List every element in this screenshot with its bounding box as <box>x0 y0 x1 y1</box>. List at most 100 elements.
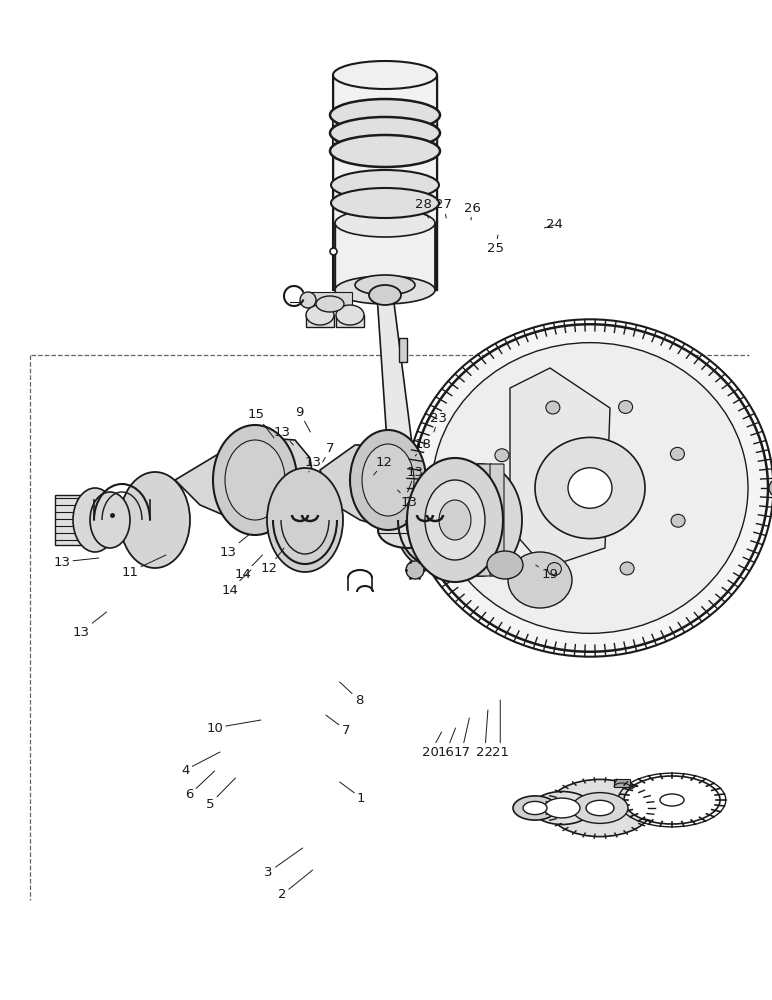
Ellipse shape <box>535 437 645 539</box>
Ellipse shape <box>523 801 547 815</box>
Ellipse shape <box>300 292 316 308</box>
Ellipse shape <box>624 776 720 824</box>
Text: 10: 10 <box>206 720 261 734</box>
Polygon shape <box>175 438 315 530</box>
Bar <box>306 315 334 327</box>
Text: 25: 25 <box>487 235 504 254</box>
Ellipse shape <box>546 401 560 414</box>
Text: 15: 15 <box>248 408 274 438</box>
Text: 23: 23 <box>430 412 447 432</box>
Text: 16: 16 <box>438 728 455 758</box>
Text: 13: 13 <box>304 456 321 472</box>
Polygon shape <box>320 445 430 530</box>
Text: 13: 13 <box>219 535 249 558</box>
Ellipse shape <box>333 61 437 89</box>
Text: 17: 17 <box>453 718 470 758</box>
Ellipse shape <box>331 188 439 218</box>
Text: 13: 13 <box>73 612 107 639</box>
Text: 5: 5 <box>205 778 235 810</box>
Ellipse shape <box>660 794 684 806</box>
Ellipse shape <box>378 512 438 548</box>
Text: 11: 11 <box>121 555 166 578</box>
Ellipse shape <box>547 563 561 575</box>
Ellipse shape <box>73 488 117 552</box>
Text: 9: 9 <box>296 406 310 432</box>
Ellipse shape <box>395 472 465 568</box>
Text: 21: 21 <box>492 700 509 758</box>
Text: 1: 1 <box>340 782 366 804</box>
Text: 27: 27 <box>435 198 452 218</box>
Ellipse shape <box>425 480 485 560</box>
Ellipse shape <box>495 449 509 462</box>
Ellipse shape <box>350 430 426 530</box>
Ellipse shape <box>432 343 748 633</box>
Ellipse shape <box>544 798 580 818</box>
Bar <box>335 223 435 290</box>
Ellipse shape <box>769 479 772 497</box>
Ellipse shape <box>439 500 471 540</box>
Ellipse shape <box>671 514 685 527</box>
Ellipse shape <box>568 468 612 508</box>
Ellipse shape <box>331 170 439 200</box>
Ellipse shape <box>496 516 510 529</box>
Polygon shape <box>510 368 610 568</box>
Text: 19: 19 <box>536 565 558 582</box>
Text: 22: 22 <box>476 710 493 758</box>
Ellipse shape <box>508 552 572 608</box>
Text: 13: 13 <box>407 466 424 492</box>
Ellipse shape <box>438 464 522 576</box>
Text: 28: 28 <box>415 198 432 218</box>
Text: 12: 12 <box>374 456 393 475</box>
Text: 7: 7 <box>323 442 335 462</box>
Text: 26: 26 <box>464 202 481 220</box>
Ellipse shape <box>330 117 440 149</box>
Bar <box>55 495 85 545</box>
Ellipse shape <box>532 792 592 824</box>
Ellipse shape <box>225 440 285 520</box>
Ellipse shape <box>407 458 503 582</box>
Ellipse shape <box>120 472 190 568</box>
Ellipse shape <box>90 492 130 548</box>
Ellipse shape <box>336 305 364 325</box>
Bar <box>336 315 364 327</box>
Ellipse shape <box>487 551 523 579</box>
Ellipse shape <box>333 127 437 155</box>
Bar <box>399 338 407 362</box>
FancyBboxPatch shape <box>490 464 504 576</box>
Ellipse shape <box>330 135 440 167</box>
Text: 12: 12 <box>260 548 284 574</box>
Ellipse shape <box>267 468 343 572</box>
Ellipse shape <box>213 425 297 535</box>
Ellipse shape <box>362 444 414 516</box>
Polygon shape <box>377 295 423 530</box>
Text: 13: 13 <box>398 490 418 508</box>
Ellipse shape <box>330 99 440 131</box>
Text: 24: 24 <box>544 219 563 232</box>
Text: 8: 8 <box>340 682 363 706</box>
Text: 7: 7 <box>326 715 350 736</box>
Ellipse shape <box>618 401 632 413</box>
Ellipse shape <box>548 779 652 837</box>
Ellipse shape <box>513 796 557 820</box>
Bar <box>614 779 630 787</box>
Text: 2: 2 <box>277 870 313 902</box>
Ellipse shape <box>316 296 344 312</box>
Bar <box>333 75 437 290</box>
Text: 13: 13 <box>273 426 293 445</box>
Text: 6: 6 <box>185 771 215 802</box>
Text: 4: 4 <box>181 752 220 776</box>
Ellipse shape <box>620 562 634 575</box>
Ellipse shape <box>355 275 415 295</box>
Ellipse shape <box>333 109 437 137</box>
Text: 3: 3 <box>264 848 303 879</box>
Ellipse shape <box>406 561 424 579</box>
Bar <box>308 292 352 308</box>
Ellipse shape <box>572 793 628 823</box>
Ellipse shape <box>670 447 685 460</box>
Ellipse shape <box>586 800 614 816</box>
Text: 18: 18 <box>415 438 432 456</box>
Ellipse shape <box>412 324 768 652</box>
Ellipse shape <box>335 276 435 304</box>
Ellipse shape <box>335 209 435 237</box>
Text: 14: 14 <box>235 555 262 582</box>
